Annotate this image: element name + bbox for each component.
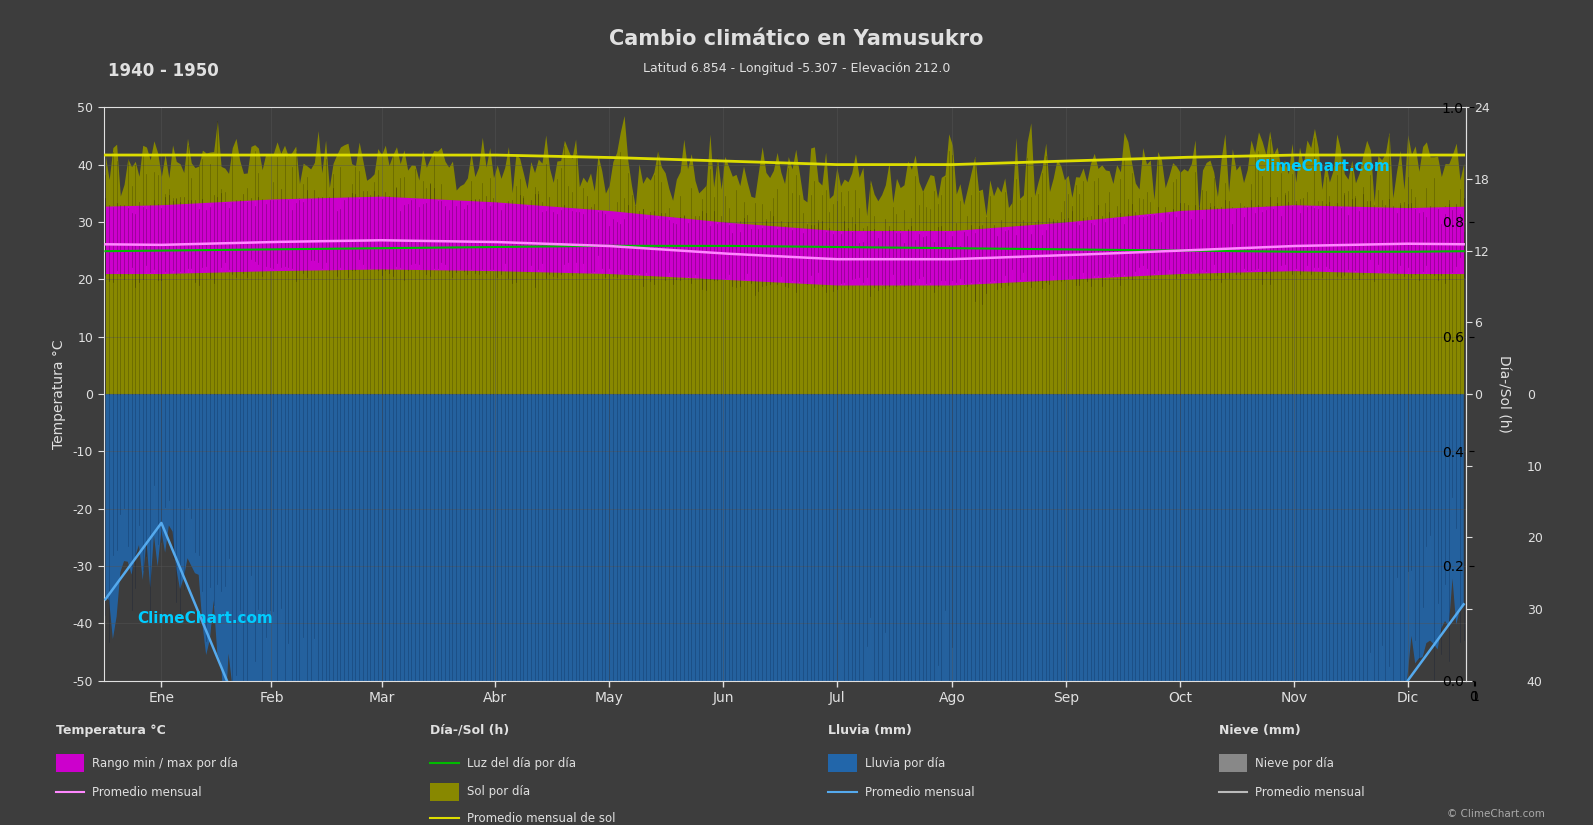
Text: Día-/Sol (h): Día-/Sol (h) xyxy=(430,724,510,737)
Text: Latitud 6.854 - Longitud -5.307 - Elevación 212.0: Latitud 6.854 - Longitud -5.307 - Elevac… xyxy=(644,62,949,75)
Text: Cambio climático en Yamusukro: Cambio climático en Yamusukro xyxy=(609,29,984,49)
Text: Nieve por día: Nieve por día xyxy=(1255,757,1335,770)
Text: Promedio mensual: Promedio mensual xyxy=(865,785,975,799)
Text: Nieve (mm): Nieve (mm) xyxy=(1219,724,1300,737)
Text: Rango min / max por día: Rango min / max por día xyxy=(92,757,239,770)
Text: Lluvia (mm): Lluvia (mm) xyxy=(828,724,913,737)
Text: Sol por día: Sol por día xyxy=(467,785,530,799)
Text: Luz del día por día: Luz del día por día xyxy=(467,757,575,770)
Text: © ClimeChart.com: © ClimeChart.com xyxy=(1448,808,1545,818)
Y-axis label: Día-/Sol (h): Día-/Sol (h) xyxy=(1496,355,1510,433)
Text: Promedio mensual: Promedio mensual xyxy=(1255,785,1365,799)
Text: 1940 - 1950: 1940 - 1950 xyxy=(108,62,220,80)
Text: ClimeChart.com: ClimeChart.com xyxy=(137,611,274,626)
Text: ClimeChart.com: ClimeChart.com xyxy=(1254,159,1391,174)
Text: Promedio mensual de sol: Promedio mensual de sol xyxy=(467,812,615,825)
Y-axis label: Temperatura °C: Temperatura °C xyxy=(51,339,65,449)
Text: Lluvia por día: Lluvia por día xyxy=(865,757,945,770)
Text: Promedio mensual: Promedio mensual xyxy=(92,785,202,799)
Text: Temperatura °C: Temperatura °C xyxy=(56,724,166,737)
